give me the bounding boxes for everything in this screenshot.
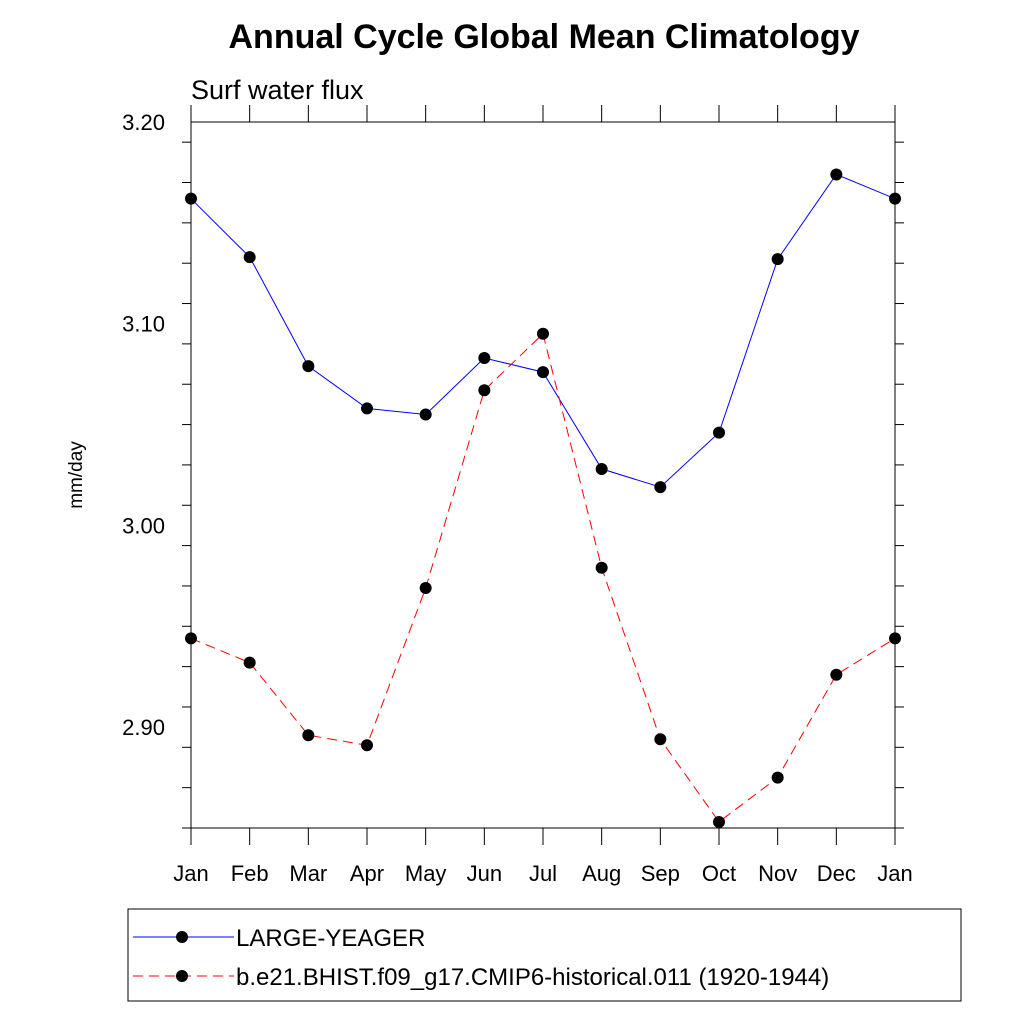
x-tick-label: May [405,861,447,886]
series-lines [190,173,896,823]
x-tick-label: Aug [582,861,621,886]
legend: LARGE-YEAGER b.e21.BHIST.f09_g17.CMIP6-h… [127,908,962,1002]
series-0-point [361,402,373,415]
series-0-point [537,366,549,379]
x-tick-label: Sep [641,861,680,886]
series-1-point [361,739,373,752]
x-axis-ticks: Jan Feb Mar Apr May Jun Jul Aug Sep Oct Nov Dec Jan [173,105,913,886]
x-tick-label: Jan [173,861,208,886]
legend-label-historical: b.e21.BHIST.f09_g17.CMIP6-historical.011… [236,964,829,991]
series-0-point [889,192,901,205]
legend-marker-large-yeager [176,931,188,943]
series-1-point [537,327,549,340]
series-1-point [419,581,432,594]
x-tick-label: Oct [702,861,736,886]
series-0-point [302,360,315,373]
x-tick-label: Mar [289,861,327,886]
series-0-point [654,481,667,494]
y-tick-label: 3.10 [122,312,165,337]
x-tick-label: Apr [350,861,384,886]
series-0-point [243,251,256,264]
series-markers [185,168,901,828]
series-1-point [595,561,608,574]
series-1-point [654,733,667,746]
series-line-1 [190,332,896,823]
chart-title: Annual Cycle Global Mean Climatology [229,18,860,56]
series-0-point [478,352,491,365]
y-axis-label: mm/day [66,441,87,509]
plot-border [190,121,896,829]
x-tick-label: Jan [877,861,912,886]
series-1-point [771,771,784,784]
x-tick-label: Jul [529,861,557,886]
series-0-point [419,408,432,421]
series-0-point [830,168,843,181]
x-tick-label: Feb [231,861,269,886]
series-1-point [185,632,197,645]
series-0-point [595,462,608,475]
x-tick-label: Nov [758,861,797,886]
series-1-point [478,384,491,397]
series-1-point [713,815,725,828]
series-1-point [243,656,256,669]
legend-box [127,908,962,1002]
series-0-point [713,426,725,439]
series-1-point [302,729,315,742]
y-tick-label: 3.20 [122,110,165,135]
x-tick-label: Dec [817,861,856,886]
series-1-point [830,668,843,681]
legend-marker-historical [176,970,188,982]
y-tick-label: 2.90 [122,715,165,740]
series-0-point [771,253,784,266]
y-tick-label: 3.00 [122,513,165,538]
y-axis-ticks: 2.90 3.00 3.10 3.20 [122,110,904,829]
chart-subtitle: Surf water flux [191,75,364,105]
series-0-point [185,192,197,205]
x-tick-label: Jun [467,861,502,886]
legend-label-large-yeager: LARGE-YEAGER [236,925,425,952]
plot-frame [190,121,896,829]
series-1-point [889,632,901,645]
